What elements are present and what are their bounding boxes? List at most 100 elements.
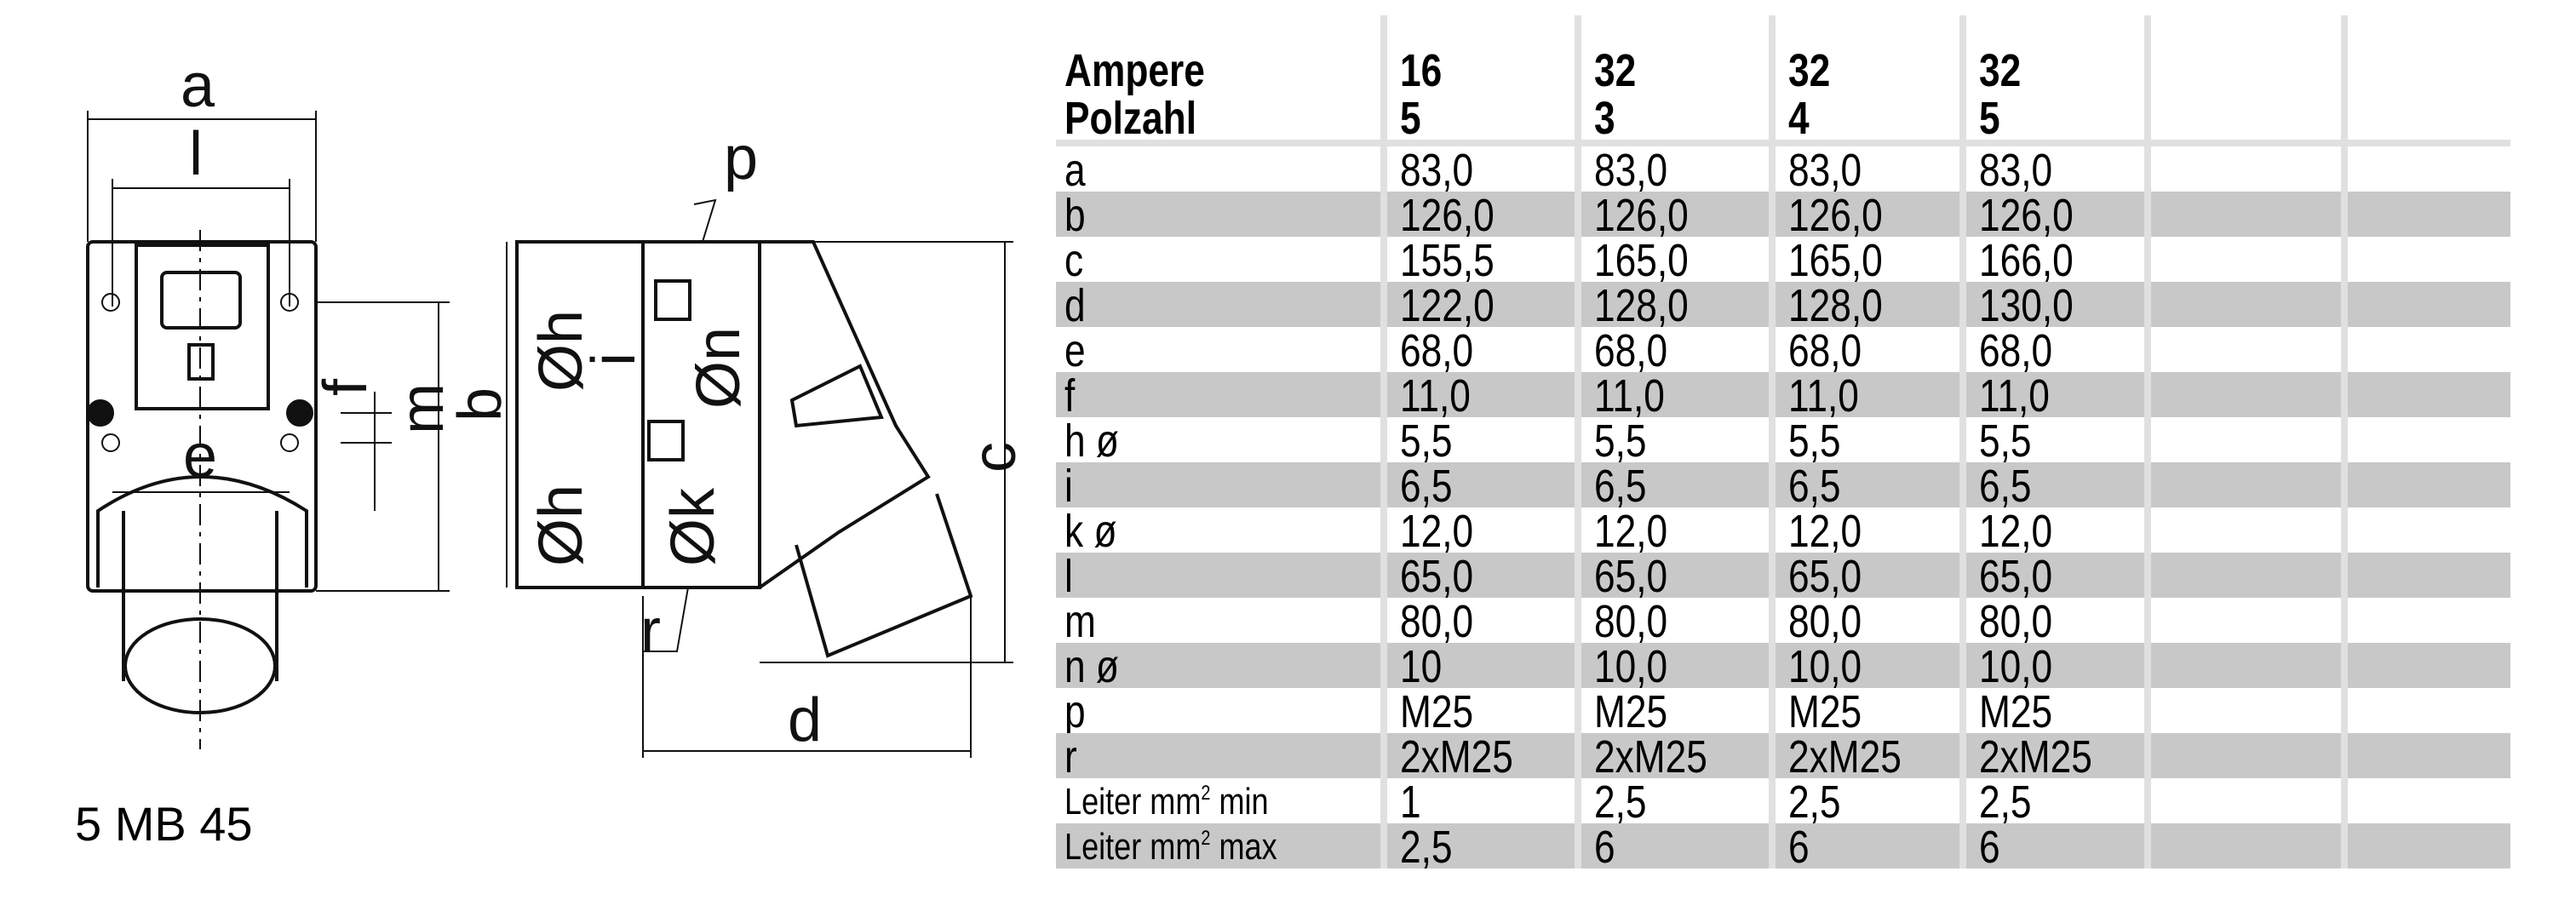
row-value: 2,5 bbox=[1788, 777, 1841, 828]
dim-label-e: e bbox=[183, 422, 217, 490]
table-row: e 68,0 68,0 68,0 68,0 bbox=[1056, 325, 2510, 376]
table-row: n ø 10 10,0 10,0 10,0 bbox=[1056, 641, 2510, 692]
table-row: d 122,0 128,0 128,0 130,0 bbox=[1056, 280, 2510, 331]
row-value: 2xM25 bbox=[1788, 731, 1902, 782]
row-value: 128,0 bbox=[1788, 280, 1883, 331]
row-value: 6,5 bbox=[1594, 461, 1647, 512]
row-value: 11,0 bbox=[1979, 370, 2050, 421]
row-value: 6 bbox=[1788, 822, 1810, 873]
model-number: 5 MB 45 bbox=[75, 797, 253, 851]
row-label: c bbox=[1064, 235, 1084, 286]
row-value: 12,0 bbox=[1594, 506, 1668, 557]
dim-label-on: Øn bbox=[685, 327, 753, 409]
header-ampere-value: 32 bbox=[1979, 45, 2022, 96]
dim-label-p: p bbox=[724, 124, 758, 192]
row-value: 6 bbox=[1979, 822, 2000, 873]
header-ampere-label: Ampere bbox=[1064, 45, 1205, 96]
dim-label-b: b bbox=[446, 387, 514, 421]
row-value: 12,0 bbox=[1400, 506, 1474, 557]
row-label: r bbox=[1064, 731, 1077, 782]
dimension-table: a 83,0 83,0 83,0 83,0 b 126,0 126,0 126,0 126,0 c 1… bbox=[1056, 0, 2576, 900]
row-value: 122,0 bbox=[1400, 280, 1495, 331]
row-label: e bbox=[1064, 325, 1086, 376]
row-value: 80,0 bbox=[1400, 596, 1474, 647]
table-row: Leiter mm2 max 2,5 6 6 6 bbox=[1056, 822, 2510, 873]
row-value: 83,0 bbox=[1788, 145, 1862, 196]
front-view-panel bbox=[135, 244, 270, 410]
dim-label-r: r bbox=[640, 597, 661, 665]
row-label: Leiter mm2 max bbox=[1064, 826, 1277, 868]
row-value: 2xM25 bbox=[1400, 731, 1513, 782]
dim-label-d: d bbox=[788, 686, 822, 754]
row-value: 128,0 bbox=[1594, 280, 1689, 331]
table-row: m 80,0 80,0 80,0 80,0 bbox=[1056, 596, 2510, 647]
row-value: 5,5 bbox=[1788, 416, 1841, 467]
header-polzahl-value: 5 bbox=[1979, 93, 2000, 144]
table-row: f 11,0 11,0 11,0 11,0 bbox=[1056, 370, 2510, 421]
row-value: 1 bbox=[1400, 777, 1421, 828]
row-value: 5,5 bbox=[1400, 416, 1453, 467]
row-value: 2xM25 bbox=[1979, 731, 2092, 782]
header-ampere-value: 32 bbox=[1594, 45, 1637, 96]
row-value: 65,0 bbox=[1400, 551, 1474, 602]
side-view-tube bbox=[795, 493, 973, 658]
dim-label-i: i bbox=[580, 353, 648, 366]
row-value: 11,0 bbox=[1788, 370, 1859, 421]
row-value: 130,0 bbox=[1979, 280, 2074, 331]
row-label: p bbox=[1064, 686, 1086, 737]
table-row: b 126,0 126,0 126,0 126,0 bbox=[1056, 190, 2510, 241]
header-ampere-value: 16 bbox=[1400, 45, 1443, 96]
row-value: M25 bbox=[1400, 686, 1474, 737]
column-divider bbox=[2341, 15, 2348, 868]
dim-label-l: l bbox=[189, 120, 203, 188]
table-row: l 65,0 65,0 65,0 65,0 bbox=[1056, 551, 2510, 602]
row-value: 126,0 bbox=[1594, 190, 1689, 241]
column-divider bbox=[1769, 15, 1776, 868]
row-value: 10,0 bbox=[1979, 641, 2053, 692]
row-label: i bbox=[1064, 461, 1073, 512]
header-polzahl-value: 4 bbox=[1788, 93, 1810, 144]
row-value: 80,0 bbox=[1788, 596, 1862, 647]
row-value: 5,5 bbox=[1594, 416, 1647, 467]
row-value: 126,0 bbox=[1400, 190, 1495, 241]
column-divider bbox=[1575, 15, 1581, 868]
header-polzahl-value: 3 bbox=[1594, 93, 1615, 144]
row-value: 126,0 bbox=[1979, 190, 2074, 241]
row-label: h ø bbox=[1064, 416, 1119, 467]
dim-label-c: c bbox=[961, 442, 1029, 473]
row-value: M25 bbox=[1594, 686, 1668, 737]
row-value: M25 bbox=[1979, 686, 2053, 737]
column-divider bbox=[1959, 15, 1966, 868]
row-value: 2,5 bbox=[1979, 777, 2032, 828]
row-value: 12,0 bbox=[1979, 506, 2053, 557]
row-value: 166,0 bbox=[1979, 235, 2074, 286]
row-value: 165,0 bbox=[1788, 235, 1883, 286]
dim-label-a: a bbox=[181, 52, 215, 120]
row-value: 126,0 bbox=[1788, 190, 1883, 241]
row-value: 65,0 bbox=[1594, 551, 1668, 602]
row-value: 83,0 bbox=[1979, 145, 2053, 196]
row-value: 80,0 bbox=[1979, 596, 2053, 647]
row-value: M25 bbox=[1788, 686, 1862, 737]
header-separator bbox=[1056, 140, 2510, 146]
row-value: 11,0 bbox=[1594, 370, 1665, 421]
header-ampere-value: 32 bbox=[1788, 45, 1831, 96]
row-label: k ø bbox=[1064, 506, 1117, 557]
row-value: 2,5 bbox=[1594, 777, 1647, 828]
row-value: 10 bbox=[1400, 641, 1443, 692]
technical-drawing: a l e f m b p c d r Øh Øh i Øn Øk bbox=[86, 52, 1029, 758]
row-value: 65,0 bbox=[1788, 551, 1862, 602]
row-label: b bbox=[1064, 190, 1086, 241]
row-value: 83,0 bbox=[1594, 145, 1668, 196]
row-label: n ø bbox=[1064, 641, 1119, 692]
row-label: l bbox=[1064, 551, 1073, 602]
dim-label-oh-bottom: Øh bbox=[527, 484, 595, 566]
row-label: Leiter mm2 min bbox=[1064, 781, 1269, 823]
row-value: 83,0 bbox=[1400, 145, 1474, 196]
row-label: d bbox=[1064, 280, 1086, 331]
row-value: 2xM25 bbox=[1594, 731, 1707, 782]
row-value: 6 bbox=[1594, 822, 1615, 873]
row-value: 10,0 bbox=[1788, 641, 1862, 692]
table-row: c 155,5 165,0 165,0 166,0 bbox=[1056, 235, 2510, 286]
side-view-housing bbox=[758, 240, 931, 589]
